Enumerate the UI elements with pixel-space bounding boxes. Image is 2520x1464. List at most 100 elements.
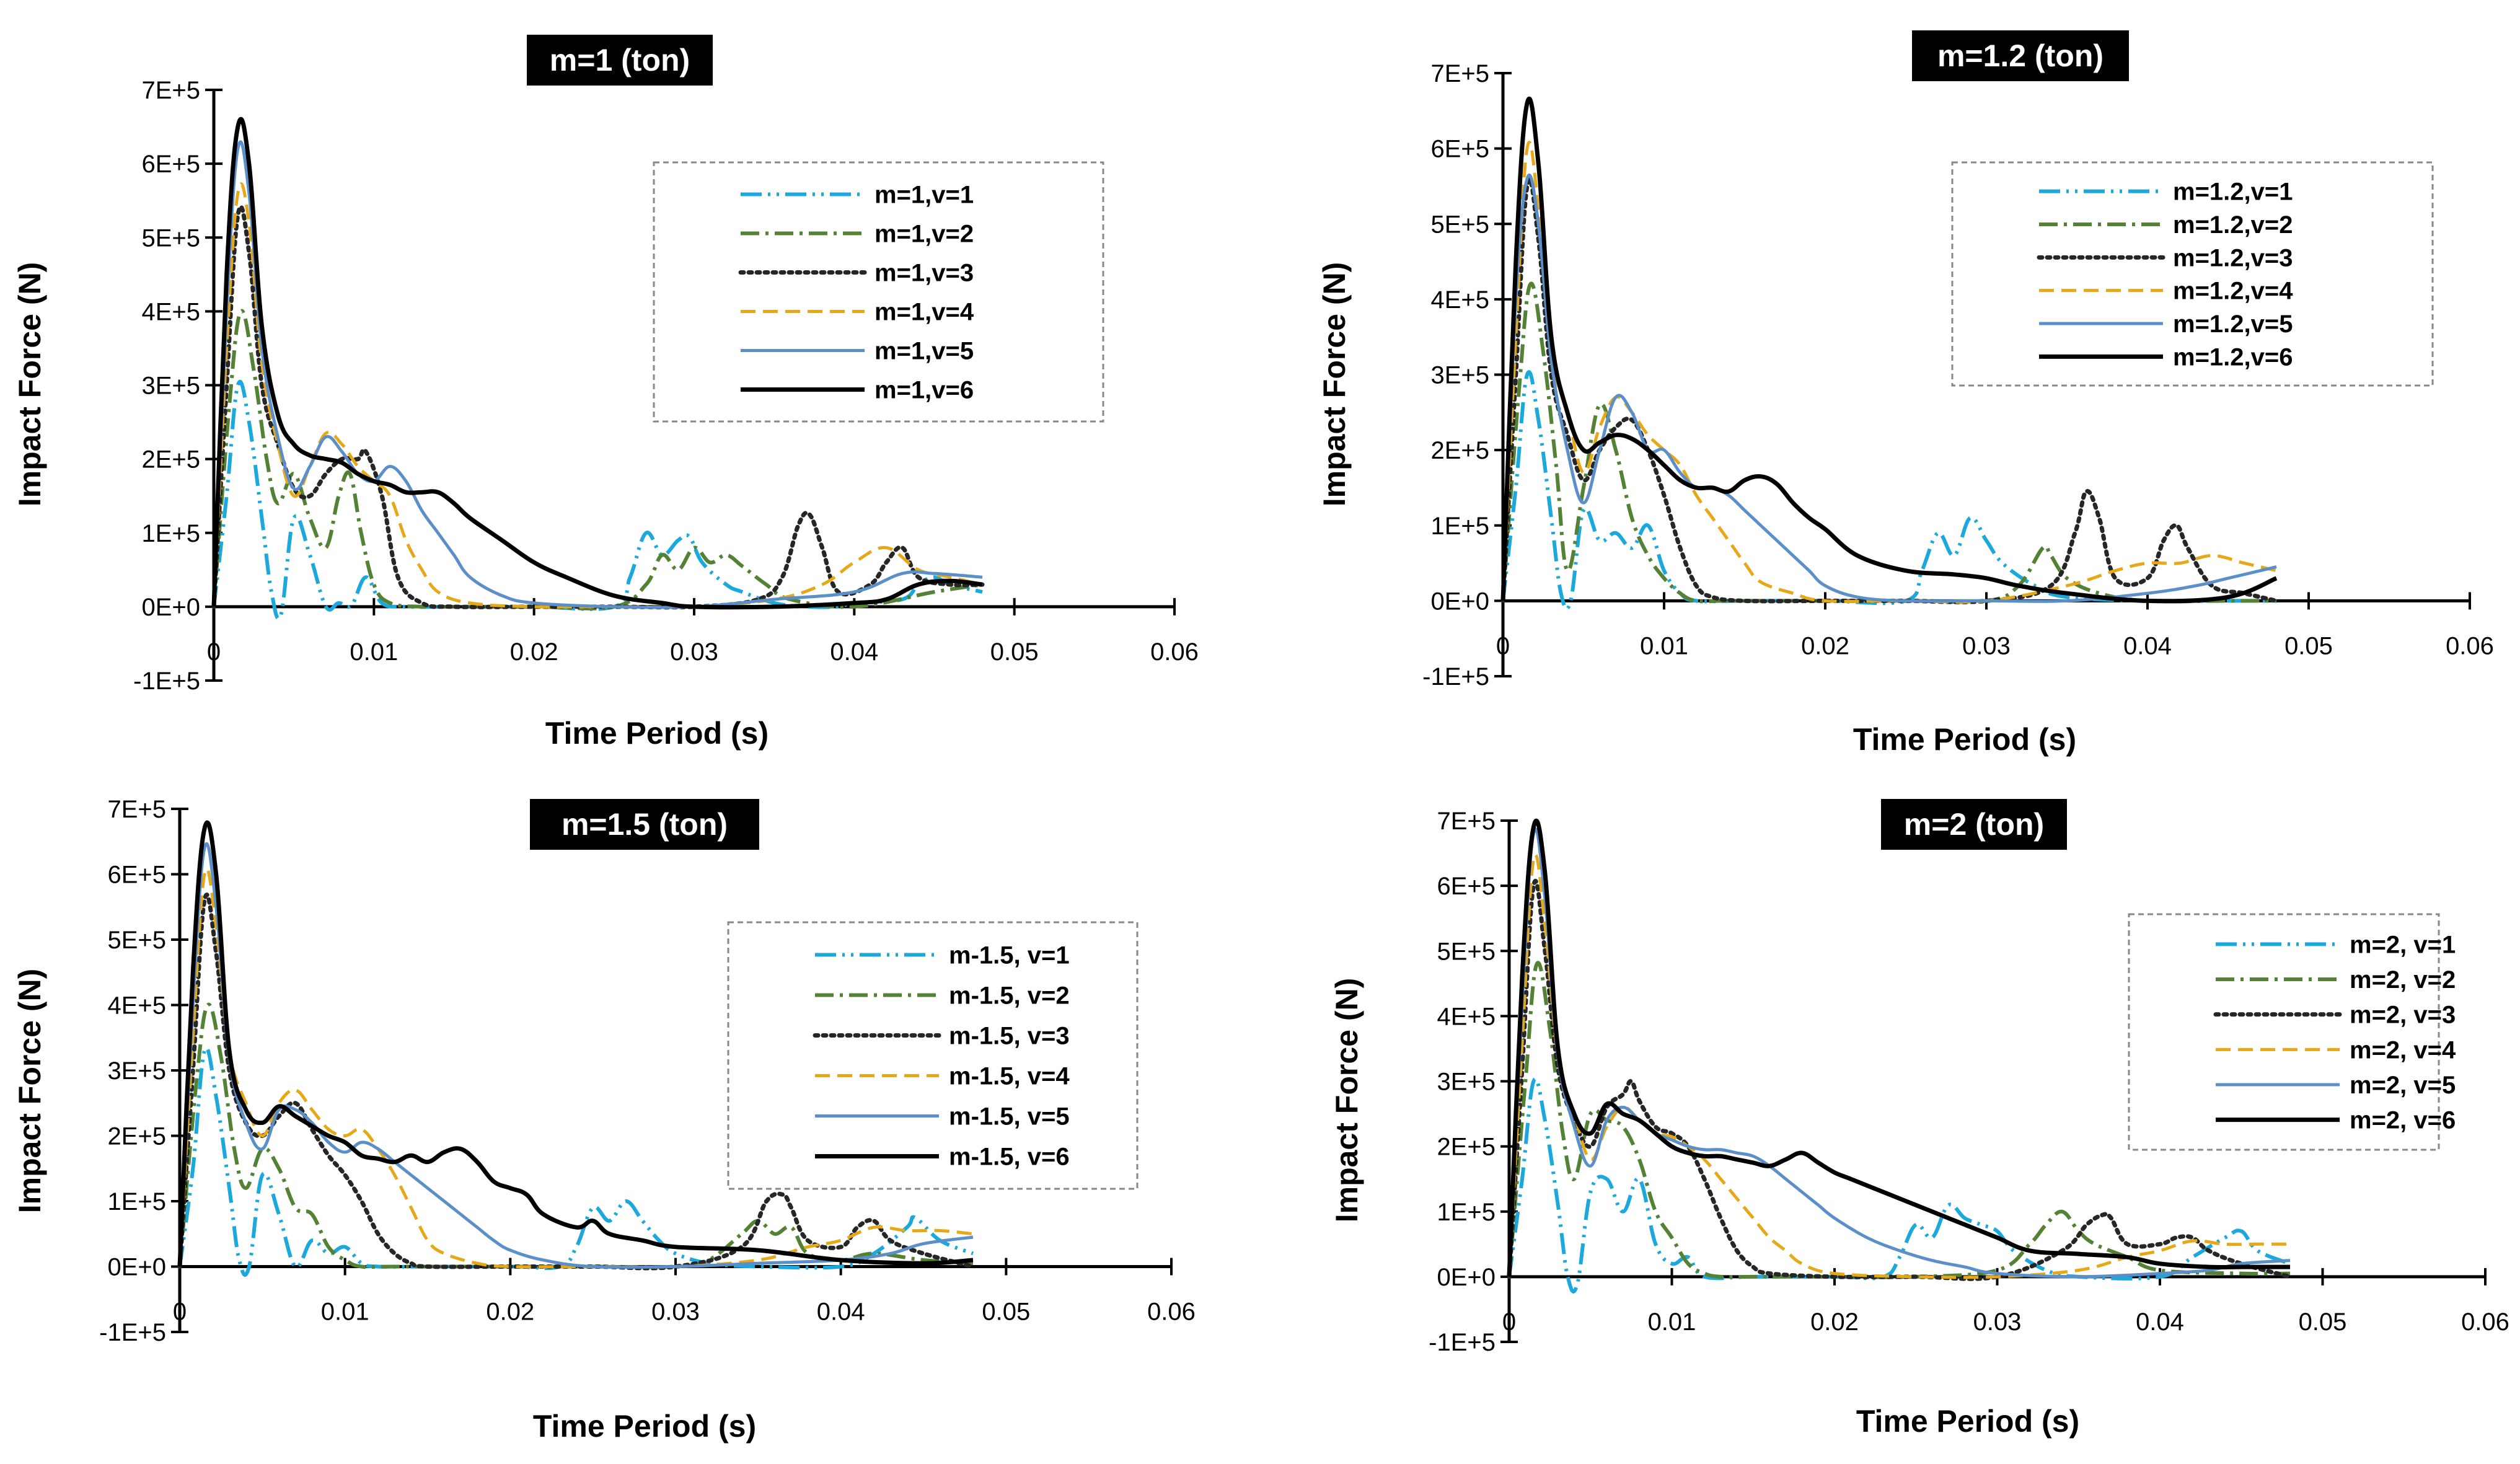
x-tick-label: 0	[207, 638, 221, 666]
series-line-v2	[1501, 281, 2276, 604]
legend-label: m-1.5, v=2	[949, 982, 1070, 1010]
x-tick-label: 0.01	[321, 1299, 369, 1326]
y-tick-label: 1E+5	[141, 520, 200, 547]
legend-label: m=1,v=5	[875, 338, 974, 365]
chart-title: m=1.2 (ton)	[1937, 38, 2104, 73]
y-tick-label: 7E+5	[107, 796, 166, 823]
y-tick-label: 2E+5	[107, 1123, 166, 1150]
y-tick-label: 3E+5	[141, 373, 200, 400]
y-tick-label: 7E+5	[141, 77, 200, 104]
y-tick-label: 0E+0	[141, 594, 200, 621]
y-tick-label: 3E+5	[107, 1057, 166, 1085]
legend-label: m=2, v=3	[2350, 1002, 2456, 1029]
x-tick-label: 0.04	[2136, 1308, 2184, 1336]
legend-label: m=1.2,v=3	[2173, 244, 2293, 271]
y-axis-label: Impact Force (N)	[1317, 262, 1352, 507]
x-tick-label: 0.04	[830, 638, 878, 666]
x-tick-label: 0.01	[350, 638, 398, 666]
x-tick-label: 0.05	[990, 638, 1039, 666]
y-tick-label: 7E+5	[1437, 808, 1496, 835]
y-tick-label: 3E+5	[1430, 362, 1489, 389]
y-tick-label: -1E+5	[99, 1319, 166, 1346]
y-tick-label: 6E+5	[1437, 873, 1496, 900]
y-tick-label: -1E+5	[1422, 663, 1489, 690]
y-tick-label: 4E+5	[107, 992, 166, 1020]
x-tick-label: 0.06	[1147, 1299, 1196, 1326]
series-line-v4	[212, 182, 983, 609]
y-tick-label: 0E+0	[107, 1254, 166, 1281]
x-axis-label: Time Period (s)	[1853, 722, 2076, 757]
legend-label: m=1,v=6	[875, 377, 974, 404]
legend-label: m-1.5, v=1	[949, 942, 1070, 969]
legend-label: m=1.2,v=5	[2173, 311, 2293, 338]
y-tick-label: 4E+5	[141, 298, 200, 325]
chart-panel-3: m=1.5 (ton) 7E+5 6E+5 5E+5 4E+5 3E+5 2E+5 1E+5 0…	[12, 796, 1196, 1444]
x-tick-label: 0.01	[1648, 1308, 1696, 1336]
x-tick-label: 0.03	[651, 1299, 700, 1326]
y-tick-label: 2E+5	[1430, 437, 1489, 464]
x-tick-label: 0.02	[1810, 1308, 1859, 1336]
x-tick-label: 0.03	[1962, 632, 2011, 659]
x-tick-label: 0.03	[1973, 1308, 2022, 1336]
legend-box	[2128, 913, 2440, 1151]
series-line-v6	[177, 820, 974, 1267]
x-tick-label: 0.06	[2446, 632, 2494, 659]
legend-label: m-1.5, v=5	[949, 1103, 1070, 1131]
y-tick-label: 5E+5	[107, 927, 166, 954]
series-line-v3	[1507, 878, 2293, 1281]
series-line-v5	[212, 140, 983, 609]
y-axis-label: Impact Force (N)	[12, 262, 47, 507]
x-tick-label: 0.02	[510, 638, 558, 666]
y-tick-label: 3E+5	[1437, 1069, 1496, 1096]
legend-box	[1951, 161, 2434, 387]
series-line-v2	[212, 309, 983, 611]
series-line-v5	[178, 842, 974, 1269]
chart-title-box	[527, 35, 713, 86]
x-axis-label: Time Period (s)	[1856, 1404, 2079, 1439]
y-tick-label: 1E+5	[1430, 513, 1489, 540]
y-tick-label: 2E+5	[1437, 1134, 1496, 1161]
series-line-v6	[1500, 96, 2278, 604]
legend-label: m=1,v=4	[875, 299, 974, 326]
legend-label: m=1,v=3	[875, 260, 974, 287]
chart-title: m=1 (ton)	[550, 43, 690, 77]
x-tick-label: 0.05	[2299, 1308, 2347, 1336]
x-tick-label: 0.04	[2123, 632, 2172, 659]
chart-title-box	[530, 799, 759, 850]
x-tick-label: 0.01	[1640, 632, 1688, 659]
y-tick-label: 5E+5	[141, 224, 200, 252]
y-tick-label: 6E+5	[1430, 136, 1489, 163]
y-axis-label: Impact Force (N)	[1329, 978, 1364, 1223]
x-tick-label: 0.02	[1801, 632, 1849, 659]
legend-label: m-1.5, v=3	[949, 1023, 1070, 1050]
legend-label: m-1.5, v=4	[949, 1063, 1070, 1090]
y-tick-label: 5E+5	[1430, 211, 1489, 238]
legend-label: m=2, v=1	[2350, 931, 2456, 958]
legend-label: m=2, v=5	[2350, 1072, 2456, 1099]
y-tick-label: 6E+5	[141, 151, 200, 178]
chart-panel-1: m=1 (ton) 7E+5 6E+5 5E+5 4E+5 3E+5 2E+5 1E+5 0E+…	[12, 35, 1199, 751]
y-tick-label: 6E+5	[107, 862, 166, 889]
chart-title-box	[1881, 799, 2067, 850]
series-line-v4	[1501, 141, 2277, 604]
y-tick-label: 0E+0	[1437, 1264, 1496, 1291]
legend-label: m=1.2,v=6	[2173, 343, 2293, 371]
y-tick-label: 2E+5	[141, 446, 200, 474]
x-axis-label: Time Period (s)	[545, 716, 769, 751]
y-tick-label: -1E+5	[133, 668, 200, 695]
y-tick-label: -1E+5	[1429, 1329, 1496, 1356]
series-line-v6	[211, 117, 983, 610]
legend-label: m=1.2,v=1	[2173, 179, 2293, 206]
legend-box	[727, 921, 1139, 1190]
chart-title: m=1.5 (ton)	[562, 807, 728, 842]
y-tick-label: 5E+5	[1437, 938, 1496, 965]
y-tick-label: 1E+5	[107, 1188, 166, 1215]
series-line-v4	[1507, 853, 2290, 1279]
legend-label: m=2, v=2	[2350, 966, 2456, 994]
x-tick-label: 0	[1496, 632, 1510, 659]
series-line-v1	[1501, 370, 2276, 611]
x-tick-label: 0.06	[1150, 638, 1199, 666]
chart-panel-4: m=2 (ton) 7E+5 6E+5 5E+5 4E+5 3E+5 2E+5 1E+5 0E+…	[1329, 799, 2509, 1439]
